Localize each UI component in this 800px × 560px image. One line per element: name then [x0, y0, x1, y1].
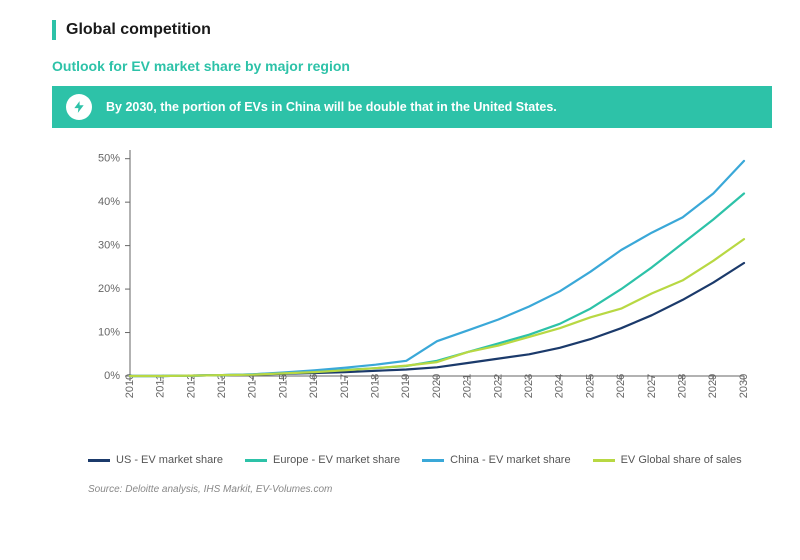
svg-text:0%: 0%	[104, 370, 120, 382]
legend-label: China - EV market share	[450, 454, 570, 466]
accent-bar	[52, 20, 56, 40]
series-line	[130, 194, 744, 377]
section-header: Global competition	[52, 20, 772, 40]
svg-text:2026: 2026	[615, 374, 627, 398]
svg-text:2012: 2012	[185, 374, 197, 398]
legend-item: China - EV market share	[422, 454, 570, 466]
legend-swatch	[245, 459, 267, 462]
svg-text:2023: 2023	[523, 374, 535, 398]
svg-text:2027: 2027	[646, 374, 658, 398]
line-chart: 0% 10% 20% 30% 40% 50% 2010 2011 2012 2013 2014 201…	[52, 140, 772, 450]
svg-text:2020: 2020	[431, 374, 443, 398]
svg-text:2029: 2029	[707, 374, 719, 398]
svg-text:2019: 2019	[400, 374, 412, 398]
svg-text:10%: 10%	[98, 326, 120, 338]
svg-text:2018: 2018	[370, 374, 382, 398]
bolt-icon	[66, 94, 92, 120]
legend-swatch	[422, 459, 444, 462]
series-line	[130, 263, 744, 376]
callout-banner: By 2030, the portion of EVs in China wil…	[52, 86, 772, 128]
svg-text:2016: 2016	[308, 374, 320, 398]
legend: US - EV market share Europe - EV market s…	[52, 454, 772, 466]
legend-item: EV Global share of sales	[593, 454, 742, 466]
legend-item: US - EV market share	[88, 454, 223, 466]
source-note: Source: Deloitte analysis, IHS Markit, E…	[52, 484, 772, 495]
svg-text:2014: 2014	[247, 374, 259, 398]
chart-svg: 0% 10% 20% 30% 40% 50% 2010 2011 2012 2013 2014 201…	[52, 140, 772, 450]
svg-text:2024: 2024	[554, 374, 566, 398]
svg-text:2030: 2030	[738, 374, 750, 398]
legend-label: Europe - EV market share	[273, 454, 400, 466]
callout-text: By 2030, the portion of EVs in China wil…	[106, 100, 557, 114]
svg-text:2028: 2028	[677, 374, 689, 398]
svg-text:20%: 20%	[98, 283, 120, 295]
svg-text:2010: 2010	[124, 374, 136, 398]
section-title: Global competition	[66, 21, 211, 39]
legend-label: US - EV market share	[116, 454, 223, 466]
chart-subtitle: Outlook for EV market share by major reg…	[52, 58, 772, 74]
legend-item: Europe - EV market share	[245, 454, 400, 466]
legend-swatch	[593, 459, 615, 462]
svg-text:2021: 2021	[462, 374, 474, 398]
legend-label: EV Global share of sales	[621, 454, 742, 466]
svg-text:30%: 30%	[98, 240, 120, 252]
svg-text:2013: 2013	[216, 374, 228, 398]
series-line	[130, 239, 744, 376]
svg-text:50%: 50%	[98, 153, 120, 165]
svg-text:2011: 2011	[155, 374, 167, 398]
svg-text:40%: 40%	[98, 196, 120, 208]
svg-text:2025: 2025	[584, 374, 596, 398]
svg-text:2015: 2015	[277, 374, 289, 398]
legend-swatch	[88, 459, 110, 462]
svg-text:2017: 2017	[339, 374, 351, 398]
svg-text:2022: 2022	[492, 374, 504, 398]
